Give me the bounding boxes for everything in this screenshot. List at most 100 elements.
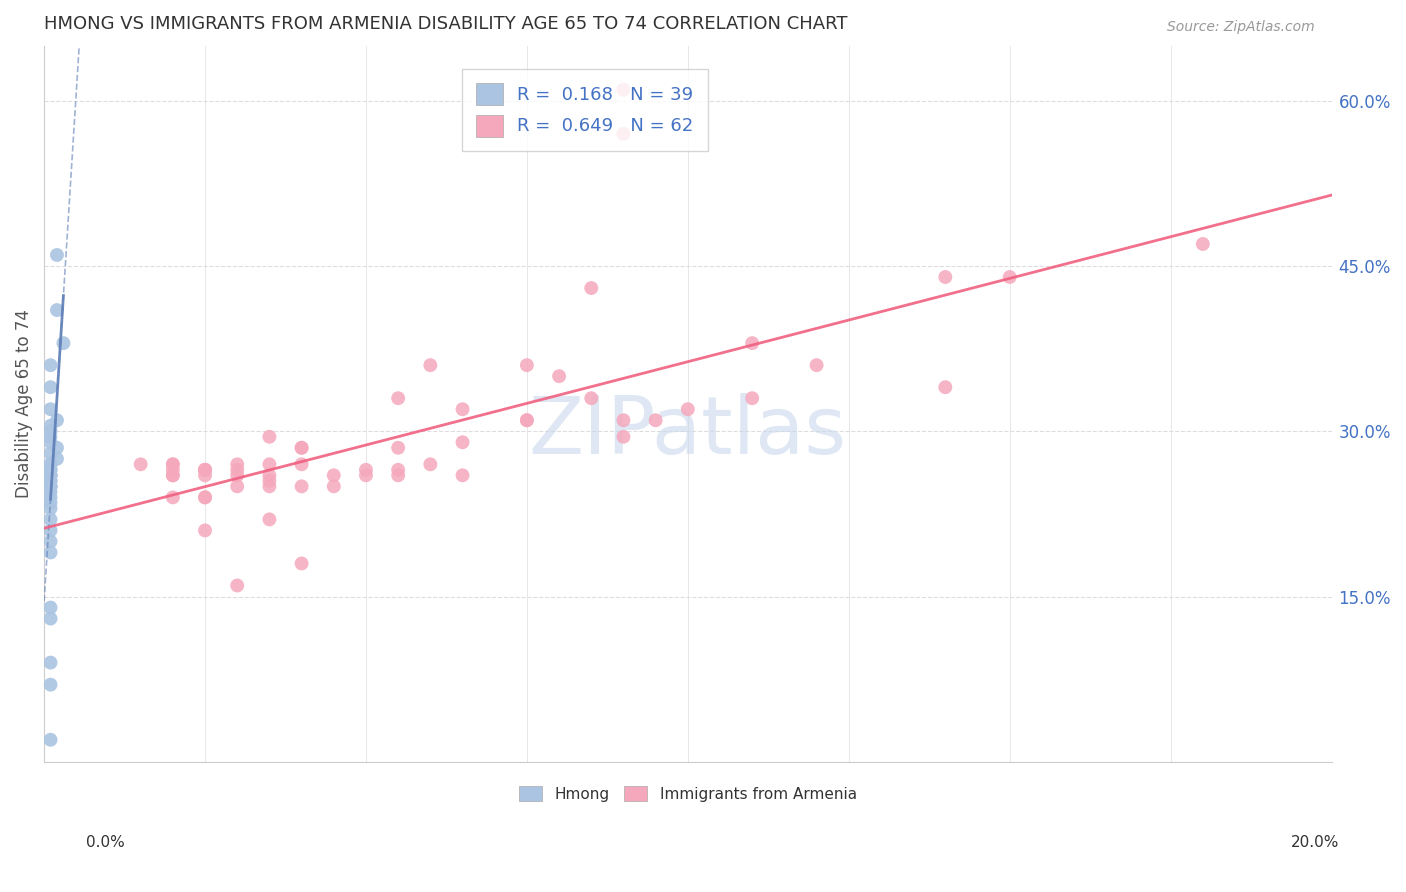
Point [451,402,474,417]
Point [39,678,62,692]
Point [806,358,828,372]
Point [226,468,249,483]
Text: HMONG VS IMMIGRANTS FROM ARMENIA DISABILITY AGE 65 TO 74 CORRELATION CHART: HMONG VS IMMIGRANTS FROM ARMENIA DISABIL… [44,15,848,33]
Point [39,380,62,394]
Point [39,484,62,499]
Point [39,430,62,444]
Point [322,468,344,483]
Point [39,463,62,477]
Point [129,458,152,472]
Point [39,468,62,483]
Point [259,479,281,493]
Legend: Hmong, Immigrants from Armenia: Hmong, Immigrants from Armenia [513,780,863,808]
Point [419,458,441,472]
Point [291,479,314,493]
Point [226,578,249,592]
Point [39,732,62,747]
Point [451,468,474,483]
Point [516,413,538,427]
Point [39,496,62,510]
Point [612,430,634,444]
Point [194,463,217,477]
Point [39,446,62,460]
Point [226,463,249,477]
Point [194,463,217,477]
Point [291,458,314,472]
Point [1191,237,1213,252]
Point [162,468,184,483]
Point [612,413,634,427]
Point [741,336,763,351]
Point [39,468,62,483]
Point [419,358,441,372]
Point [451,435,474,450]
Point [259,468,281,483]
Point [581,391,603,405]
Point [39,402,62,417]
Point [194,491,217,505]
Point [39,545,62,559]
Point [194,468,217,483]
Point [39,512,62,526]
Point [291,557,314,571]
Point [934,380,956,394]
Point [291,441,314,455]
Text: 20.0%: 20.0% [1291,836,1339,850]
Point [162,463,184,477]
Point [46,441,69,455]
Point [354,463,377,477]
Point [194,463,217,477]
Point [46,413,69,427]
Point [39,611,62,625]
Point [516,358,538,372]
Text: 0.0%: 0.0% [86,836,125,850]
Point [162,458,184,472]
Point [39,474,62,488]
Point [259,512,281,526]
Point [259,474,281,488]
Point [39,435,62,450]
Point [39,418,62,433]
Point [46,303,69,318]
Point [194,491,217,505]
Point [52,336,75,351]
Point [226,479,249,493]
Point [39,358,62,372]
Point [354,468,377,483]
Point [162,458,184,472]
Point [39,600,62,615]
Point [644,413,666,427]
Point [387,441,409,455]
Point [39,501,62,516]
Point [39,479,62,493]
Point [259,430,281,444]
Point [39,458,62,472]
Point [39,463,62,477]
Point [998,270,1021,285]
Text: Source: ZipAtlas.com: Source: ZipAtlas.com [1167,20,1315,34]
Point [291,441,314,455]
Point [387,463,409,477]
Point [162,468,184,483]
Y-axis label: Disability Age 65 to 74: Disability Age 65 to 74 [15,310,32,498]
Point [516,413,538,427]
Point [387,468,409,483]
Point [581,281,603,295]
Point [39,424,62,438]
Point [39,524,62,538]
Point [741,391,763,405]
Point [39,479,62,493]
Point [46,248,69,262]
Point [194,524,217,538]
Point [322,479,344,493]
Point [46,451,69,466]
Point [39,656,62,670]
Point [39,491,62,505]
Point [226,458,249,472]
Point [548,369,571,384]
Point [39,474,62,488]
Point [39,479,62,493]
Point [39,534,62,549]
Point [612,127,634,141]
Point [39,458,62,472]
